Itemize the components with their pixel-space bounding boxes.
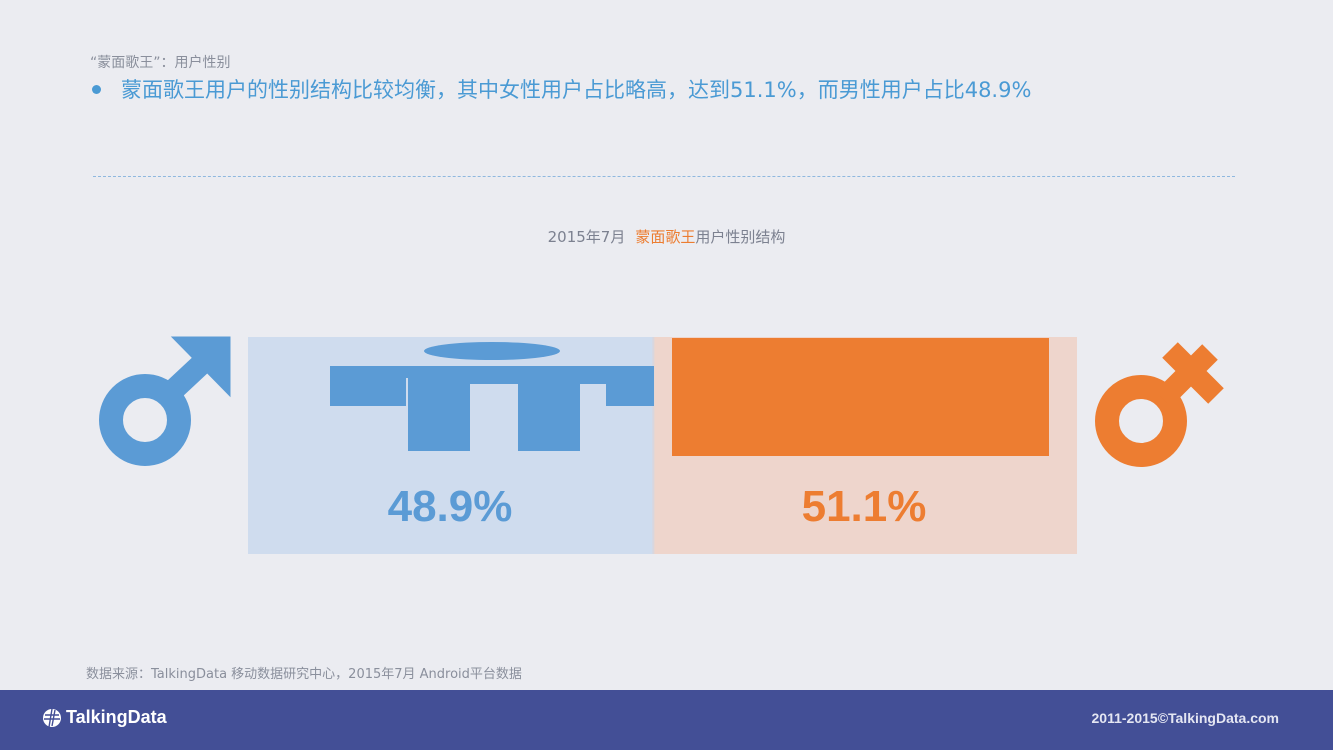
- chart-title-show: 蒙面歌王: [635, 228, 696, 246]
- bullet-dot: [92, 84, 101, 94]
- section-divider: [93, 176, 1235, 177]
- page-subtitle: “蒙面歌王”：用户性别: [90, 55, 231, 71]
- male-value-label: 48.9%: [388, 482, 513, 531]
- headline-text: 蒙面歌王用户的性别结构比较均衡，其中女性用户占比略高，达到51.1%，而男性用户…: [121, 78, 1032, 102]
- headline: 蒙面歌王用户的性别结构比较均衡，其中女性用户占比略高，达到51.1%，而男性用户…: [90, 74, 1031, 104]
- chart-title-rest: 用户性别结构: [695, 228, 786, 246]
- data-source: 数据来源：TalkingData 移动数据研究中心，2015年7月 Androi…: [86, 667, 522, 682]
- footer-bar: TalkingData 2011-2015©TalkingData.com: [0, 690, 1333, 750]
- copyright: 2011-2015©TalkingData.com: [1091, 710, 1279, 726]
- talkingdata-logo: TalkingData: [42, 707, 167, 728]
- male-symbol-icon: [99, 336, 231, 466]
- female-symbol-icon: [1095, 342, 1224, 467]
- female-value-label: 51.1%: [802, 482, 927, 531]
- male-bar: [330, 342, 654, 451]
- chart-title-date: 2015年7月: [547, 228, 626, 246]
- logo-text: TalkingData: [66, 707, 167, 727]
- female-bar: [672, 338, 1049, 456]
- logo-globe-icon: [43, 708, 61, 727]
- chart-title: 2015年7月 蒙面歌王用户性别结构: [0, 226, 1333, 247]
